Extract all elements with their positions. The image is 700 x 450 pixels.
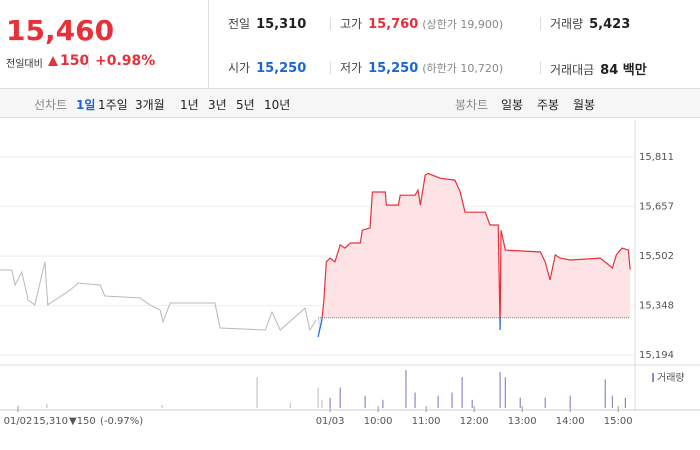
stat-label: 전일: [228, 17, 251, 31]
tab[interactable]: 10년: [264, 98, 291, 112]
volume-bar: [471, 399, 473, 408]
tab[interactable]: 3년: [208, 98, 227, 112]
divider: [88, 53, 89, 69]
stat-label: 거래량: [550, 17, 584, 31]
prev-pct: (-0.97%): [100, 416, 143, 427]
volume-bar: [611, 395, 614, 408]
y-tick-label: 15,657: [639, 201, 674, 212]
tab-group-label: 선차트: [34, 98, 68, 112]
x-tick-label: 14:00: [556, 416, 585, 427]
legend-swatch: [652, 373, 654, 382]
x-tick-label: 12:00: [460, 416, 489, 427]
prev-close: 15,310: [33, 416, 68, 427]
change: 150: [60, 53, 90, 69]
volume-bar: [414, 392, 416, 408]
volume-bar: [317, 387, 319, 408]
change-label: 전일대비: [6, 59, 43, 70]
price: 15,460: [6, 14, 115, 47]
tab-bar: 선차트 1일 1주일 3개월 1년 3년 5년 10년 봉차트 일봉 주봉 월봉: [0, 89, 700, 118]
stat-label: 거래대금: [550, 63, 595, 77]
up-icon: [48, 56, 58, 66]
volume-bar: [364, 395, 366, 408]
prev-change: ▼150: [69, 416, 96, 427]
stat-label: 시가: [228, 61, 251, 75]
stat-value: 15,310: [256, 17, 307, 32]
tab[interactable]: 5년: [236, 98, 255, 112]
volume-bar: [544, 397, 546, 408]
volume-bar: [329, 397, 331, 408]
tab[interactable]: 1일: [76, 98, 96, 112]
volume-bar: [499, 372, 501, 408]
stat-value: 15,250: [368, 61, 419, 76]
divider: [540, 17, 541, 30]
volume-bar: [289, 402, 291, 408]
stat-label: 저가: [340, 61, 363, 75]
x-tick-label: 01/02: [4, 416, 33, 427]
x-tick-label: 01/03: [316, 416, 345, 427]
x-tick-label: 13:00: [508, 416, 537, 427]
divider: [330, 17, 331, 30]
x-tick-label: 10:00: [364, 416, 393, 427]
divider: [540, 61, 541, 74]
stat: 시가 15,250: [228, 59, 306, 76]
volume-bar: [519, 397, 521, 408]
legend-label: 거래량: [657, 372, 685, 384]
tab-group-label: 봉차트: [455, 98, 489, 112]
stat: 저가 15,250 (하한가 10,720): [340, 59, 503, 76]
area: [322, 173, 631, 318]
y-tick-label: 15,502: [639, 251, 674, 262]
price-line: [321, 172, 631, 318]
price-box: 15,460 전일대비 150 +0.98%: [0, 0, 209, 88]
stat-value: 5,423: [589, 17, 631, 32]
stat-value: 15,760: [368, 17, 419, 32]
volume-bar: [321, 399, 323, 408]
volume-bar: [504, 377, 506, 408]
volume-bar: [405, 370, 407, 408]
stat: 고가 15,760 (상한가 19,900): [340, 15, 503, 32]
volume-bar: [437, 395, 439, 408]
y-tick-label: 15,194: [639, 350, 674, 361]
tab[interactable]: 1년: [180, 98, 199, 112]
volume-bar: [46, 403, 48, 408]
stat-label: 고가: [340, 17, 363, 31]
tab[interactable]: 월봉: [573, 98, 596, 112]
stat: 전일 15,310: [228, 15, 306, 32]
stat: 거래량 5,423: [550, 15, 630, 32]
volume-bar: [604, 379, 606, 408]
volume-bar: [624, 397, 626, 408]
divider: [330, 61, 331, 74]
volume-bar: [382, 399, 384, 408]
y-tick-label: 15,348: [639, 301, 674, 312]
stat: 거래대금 84 백만: [550, 59, 647, 78]
tab[interactable]: 주봉: [537, 98, 560, 112]
stat-value: 15,250: [256, 61, 307, 76]
x-tick-label: 11:00: [412, 416, 441, 427]
volume-bar: [161, 404, 163, 408]
y-tick-label: 15,811: [639, 152, 674, 163]
stat-note: (상한가 19,900): [422, 18, 504, 31]
prev-price-line: [0, 261, 317, 332]
tab[interactable]: 3개월: [135, 98, 165, 112]
change-pct: +0.98%: [95, 53, 156, 69]
volume-bar: [339, 387, 341, 408]
stat-value: 84 백만: [600, 63, 647, 78]
stat-note: (하한가 10,720): [422, 62, 504, 75]
volume-bar: [569, 395, 571, 408]
tab[interactable]: 일봉: [501, 98, 524, 112]
summary: 15,460 전일대비 150 +0.98% 전일 15,310 고가 15,760(…: [0, 0, 700, 89]
tab[interactable]: 1주일: [98, 98, 128, 112]
volume-bar: [461, 377, 463, 408]
volume-bar: [256, 377, 258, 408]
x-tick-label: 15:00: [604, 416, 633, 427]
volume-bar: [451, 392, 453, 408]
